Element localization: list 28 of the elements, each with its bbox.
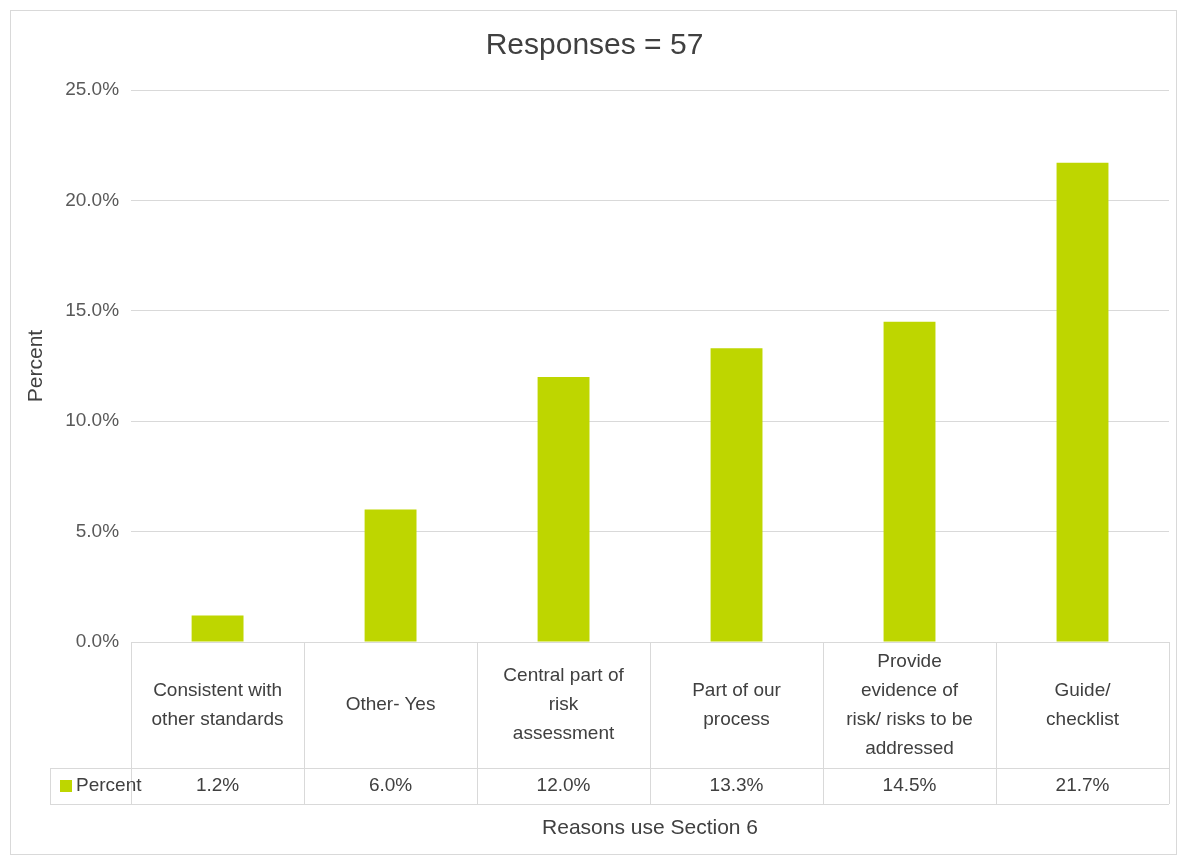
x-tick-label: Consistent with other standards [151, 678, 284, 729]
y-tick-label: 15.0% [65, 299, 120, 321]
y-axis-title: Percent [23, 329, 47, 403]
bar [191, 615, 244, 642]
x-tick-label: Guide/ checklist [1046, 678, 1120, 729]
bar [883, 321, 936, 642]
data-label: 13.3% [709, 774, 764, 796]
y-tick-label: 0.0% [75, 630, 120, 652]
x-axis-title: Reasons use Section 6 [542, 814, 759, 838]
bar [710, 348, 763, 642]
chart-title: Responses = 57 [485, 27, 704, 61]
data-label: 21.7% [1055, 774, 1110, 796]
bar [1056, 162, 1109, 642]
data-label: 14.5% [882, 774, 937, 796]
x-tick-label: Other- Yes [345, 693, 436, 715]
data-label: 12.0% [536, 774, 591, 796]
legend-label: Percent [76, 774, 143, 796]
data-label: 6.0% [368, 774, 413, 796]
y-tick-label: 25.0% [65, 78, 120, 100]
x-tick-label: Part of our process [692, 678, 782, 729]
x-tick-label: Central part of risk assessment [503, 664, 625, 744]
y-tick-label: 5.0% [75, 519, 120, 541]
bar [537, 377, 590, 642]
y-tick-label: 20.0% [65, 188, 120, 210]
y-tick-label: 10.0% [65, 409, 120, 431]
x-tick-label: Provide evidence of risk/ risks to be addressed [846, 649, 973, 758]
data-label: 1.2% [195, 774, 240, 796]
bar [364, 509, 417, 642]
